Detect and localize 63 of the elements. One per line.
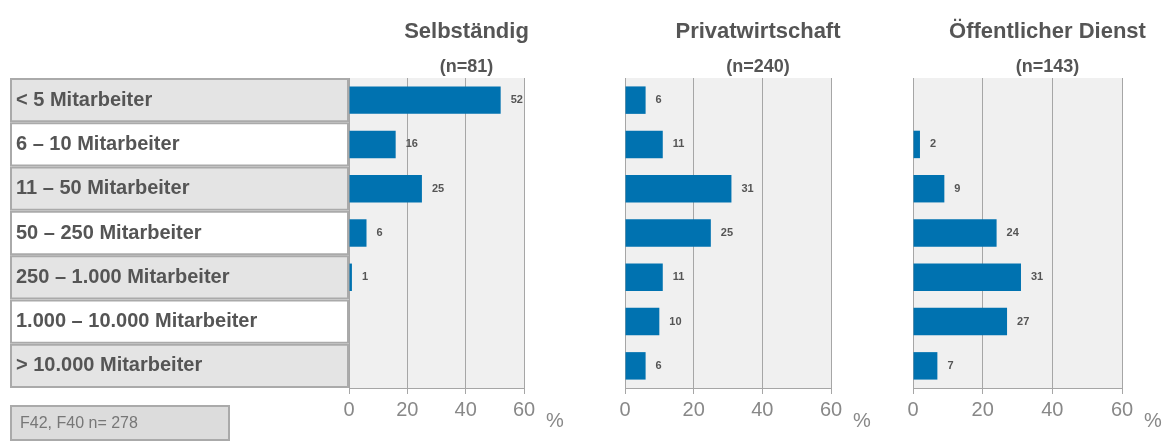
data-label: 9 <box>954 181 961 194</box>
data-label: 10 <box>669 314 682 327</box>
bar <box>913 219 997 247</box>
bar <box>625 174 732 203</box>
data-label: 7 <box>947 358 954 371</box>
x-tick-label: 20 <box>971 397 994 420</box>
bar <box>913 307 1008 336</box>
y-tick-label: > 10.000 Mitarbeiter <box>16 353 203 376</box>
data-label: 24 <box>1006 226 1020 239</box>
chart-title: Selbständig <box>404 18 529 43</box>
bar <box>625 352 646 380</box>
x-tick-label: 40 <box>454 397 477 420</box>
data-label: 2 <box>929 137 937 150</box>
bar <box>349 130 396 159</box>
x-tick-label: 60 <box>1110 397 1134 420</box>
y-tick-label: 50 – 250 Mitarbeiter <box>16 220 202 243</box>
y-tick-label: 6 – 10 Mitarbeiter <box>16 131 180 154</box>
y-tick-label: 1.000 – 10.000 Mitarbeiter <box>16 309 258 332</box>
x-tick-label: 0 <box>343 397 355 420</box>
x-tick-label: 0 <box>907 397 919 420</box>
data-label: 31 <box>741 181 754 194</box>
x-axis-title: % <box>853 409 871 431</box>
data-label: 52 <box>510 93 523 106</box>
bar <box>913 130 920 159</box>
x-tick-label: 60 <box>512 397 536 420</box>
chart-title: Öffentlicher Dienst <box>949 18 1147 43</box>
data-label: 27 <box>1017 314 1030 327</box>
data-label: 6 <box>655 93 662 106</box>
x-tick-label: 40 <box>1041 397 1064 420</box>
x-tick-label: 40 <box>751 397 774 420</box>
bar <box>625 307 660 336</box>
y-tick-label: < 5 Mitarbeiter <box>16 87 153 110</box>
data-label: 25 <box>431 181 445 194</box>
data-label: 31 <box>1030 270 1044 283</box>
chart-subtitle: (n=143) <box>1015 56 1080 76</box>
bar <box>349 219 367 247</box>
bar <box>913 174 945 203</box>
bar <box>349 174 422 203</box>
x-tick-label: 60 <box>819 397 843 420</box>
chart-subtitle: (n=81) <box>439 56 494 76</box>
data-label: 6 <box>655 358 662 371</box>
text: F42, F40 n= 278 <box>20 414 138 432</box>
x-axis-title: % <box>1144 409 1162 431</box>
bar <box>625 263 663 292</box>
x-tick-label: 0 <box>619 397 631 420</box>
data-label: 11 <box>672 270 685 283</box>
data-label: 6 <box>376 226 383 239</box>
bar <box>625 130 663 159</box>
y-tick-label: 11 – 50 Mitarbeiter <box>16 176 190 199</box>
y-tick-label: 250 – 1.000 Mitarbeiter <box>16 264 230 287</box>
data-label: 16 <box>405 137 418 150</box>
x-tick-label: 20 <box>682 397 705 420</box>
chart-title: Privatwirtschaft <box>675 18 842 43</box>
data-label: 25 <box>720 226 734 239</box>
bar <box>625 219 711 247</box>
x-tick-label: 20 <box>396 397 419 420</box>
bar <box>913 352 938 380</box>
data-label: 1 <box>361 270 369 283</box>
data-label: 11 <box>672 137 685 150</box>
x-axis-title: % <box>546 409 564 431</box>
bar <box>913 263 1021 292</box>
bar <box>625 86 646 114</box>
chart-subtitle: (n=240) <box>726 56 790 76</box>
